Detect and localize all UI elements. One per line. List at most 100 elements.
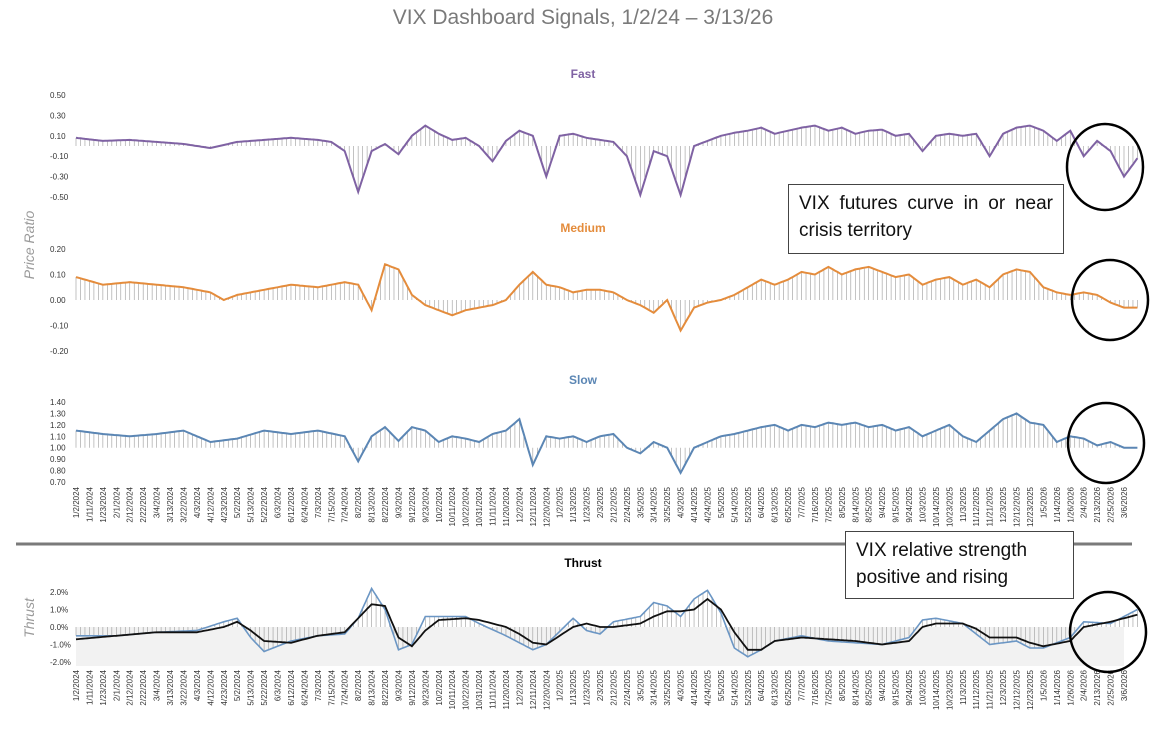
x-tick-label: 8/14/2025 [851, 486, 860, 522]
x-tick-label: 12/11/2024 [529, 486, 538, 526]
x-tick-label: 12/20/2024 [542, 486, 551, 527]
x-tick-label: 5/23/2025 [744, 486, 753, 522]
x-tick-label: 8/22/2024 [381, 486, 390, 522]
x-tick-label: 1/2/2024 [72, 669, 81, 701]
x-tick-label: 4/3/2025 [677, 486, 686, 518]
x-tick-label: 11/20/2024 [502, 486, 511, 526]
y-tick-label: 1.20 [50, 421, 66, 430]
y-tick-label: 0.00 [50, 296, 66, 305]
x-tick-label: 11/11/2024 [489, 669, 498, 708]
x-tick-label: 9/3/2024 [395, 669, 404, 701]
x-tick-label: 12/3/2025 [999, 486, 1008, 522]
series-line-medium [75, 263, 1138, 333]
y-tick-label: 0.50 [50, 91, 66, 100]
x-tick-label: 9/15/2025 [892, 486, 901, 522]
x-tick-label: 10/14/2025 [932, 669, 941, 710]
x-tick-label: 2/25/2026 [1107, 669, 1116, 705]
x-tick-label: 6/13/2025 [771, 486, 780, 522]
x-tick-label: 12/2/2024 [515, 669, 524, 705]
x-tick-label: 6/12/2024 [287, 669, 296, 705]
y-tick-label: 1.10 [50, 432, 66, 441]
x-tick-label: 9/23/2024 [421, 669, 430, 705]
x-tick-label: 10/31/2024 [475, 669, 484, 710]
x-tick-label: 10/31/2024 [475, 486, 484, 527]
panel-title-slow: Slow [569, 373, 598, 387]
x-tick-label: 4/12/2024 [206, 486, 215, 522]
y-tick-label: -2.0% [50, 658, 71, 667]
x-axis-thrust: 1/2/2024 1/11/2024 1/23/2024 2/1/2024 2/12/2… [72, 669, 1129, 710]
x-tick-label: 8/13/2024 [368, 486, 377, 522]
x-tick-label: 3/5/2025 [636, 486, 645, 518]
y-axis-title-price-ratio: Price Ratio [21, 211, 37, 280]
x-tick-label: 3/25/2025 [663, 669, 672, 705]
x-tick-label: 2/12/2025 [609, 669, 618, 705]
x-tick-label: 12/12/2025 [1013, 669, 1022, 710]
x-tick-label: 2/24/2025 [623, 669, 632, 705]
x-tick-label: 1/26/2026 [1066, 486, 1075, 522]
x-tick-label: 7/24/2024 [341, 486, 350, 522]
highlight-circle [1065, 122, 1145, 212]
x-tick-label: 12/23/2025 [1026, 669, 1035, 710]
panel-slow: Slow 1.40 1.30 1.20 1.10 1.00 0.90 0.80 0.70 1/2/… [50, 373, 1138, 527]
x-tick-label: 1/5/2026 [1039, 669, 1048, 701]
y-tick-label: 1.40 [50, 398, 66, 407]
y-tick-label: 0.20 [50, 245, 66, 254]
y-tick-label: -1.0% [50, 641, 71, 650]
x-tick-label: 6/25/2025 [784, 486, 793, 522]
y-tick-label: 1.0% [50, 606, 68, 615]
x-tick-label: 8/2/2024 [354, 669, 363, 701]
x-tick-label: 5/22/2024 [260, 486, 269, 522]
y-tick-label: 0.70 [50, 478, 66, 487]
y-tick-label: 1.00 [50, 444, 66, 453]
x-tick-label: 7/7/2025 [798, 669, 807, 701]
panel-bars-slow [75, 413, 1120, 473]
y-tick-label: 0.10 [50, 132, 66, 141]
x-tick-label: 6/4/2025 [757, 486, 766, 518]
x-tick-label: 10/22/2024 [462, 486, 471, 527]
x-tick-label: 7/7/2025 [798, 486, 807, 518]
x-tick-label: 12/3/2025 [999, 669, 1008, 705]
x-tick-label: 1/26/2026 [1066, 669, 1075, 705]
x-tick-label: 8/22/2024 [381, 669, 390, 705]
x-tick-label: 2/4/2026 [1080, 486, 1089, 518]
x-tick-label: 8/5/2025 [838, 669, 847, 701]
x-tick-label: 11/21/2025 [986, 486, 995, 526]
x-tick-label: 5/23/2025 [744, 669, 753, 705]
x-tick-label: 4/12/2024 [206, 669, 215, 705]
x-tick-label: 11/11/2024 [489, 486, 498, 525]
x-tick-label: 1/2/2025 [556, 669, 565, 701]
x-tick-label: 4/23/2024 [220, 669, 229, 705]
series-line-thrust-black [75, 597, 1138, 651]
x-tick-label: 4/14/2025 [690, 669, 699, 705]
x-tick-label: 8/2/2024 [354, 486, 363, 518]
x-tick-label: 9/23/2024 [421, 486, 430, 522]
x-tick-label: 6/24/2024 [300, 486, 309, 522]
panel-bars-fast [75, 125, 1138, 195]
x-tick-label: 2/12/2024 [126, 486, 135, 522]
y-tick-label: 0.10 [50, 271, 66, 280]
x-tick-label: 3/22/2024 [180, 669, 189, 705]
x-tick-label: 9/4/2025 [878, 486, 887, 518]
x-tick-label: 5/14/2025 [730, 486, 739, 522]
highlight-circle [1066, 401, 1146, 485]
x-tick-label: 1/2/2025 [556, 486, 565, 518]
x-tick-label: 10/3/2025 [919, 669, 928, 705]
x-tick-label: 4/24/2025 [704, 669, 713, 705]
x-tick-label: 7/3/2024 [314, 669, 323, 701]
x-tick-label: 10/14/2025 [932, 486, 941, 527]
y-tick-label: -0.20 [50, 347, 69, 356]
x-tick-label: 2/13/2026 [1093, 669, 1102, 705]
x-tick-label: 10/23/2025 [945, 486, 954, 527]
x-tick-label: 7/15/2024 [327, 486, 336, 522]
x-tick-label: 7/25/2025 [824, 669, 833, 705]
x-tick-label: 9/3/2024 [395, 486, 404, 518]
x-tick-label: 8/5/2025 [838, 486, 847, 518]
x-tick-label: 12/11/2024 [529, 669, 538, 709]
panel-fast: Fast 0.50 0.30 0.10 -0.10 -0.30 -0.50 [50, 67, 1139, 202]
x-tick-label: 2/1/2024 [112, 669, 121, 701]
x-tick-label: 6/4/2025 [757, 669, 766, 701]
x-tick-label: 1/14/2026 [1053, 486, 1062, 522]
x-tick-label: 2/12/2025 [609, 486, 618, 522]
x-tick-label: 5/22/2024 [260, 669, 269, 705]
x-tick-label: 2/22/2024 [139, 669, 148, 705]
